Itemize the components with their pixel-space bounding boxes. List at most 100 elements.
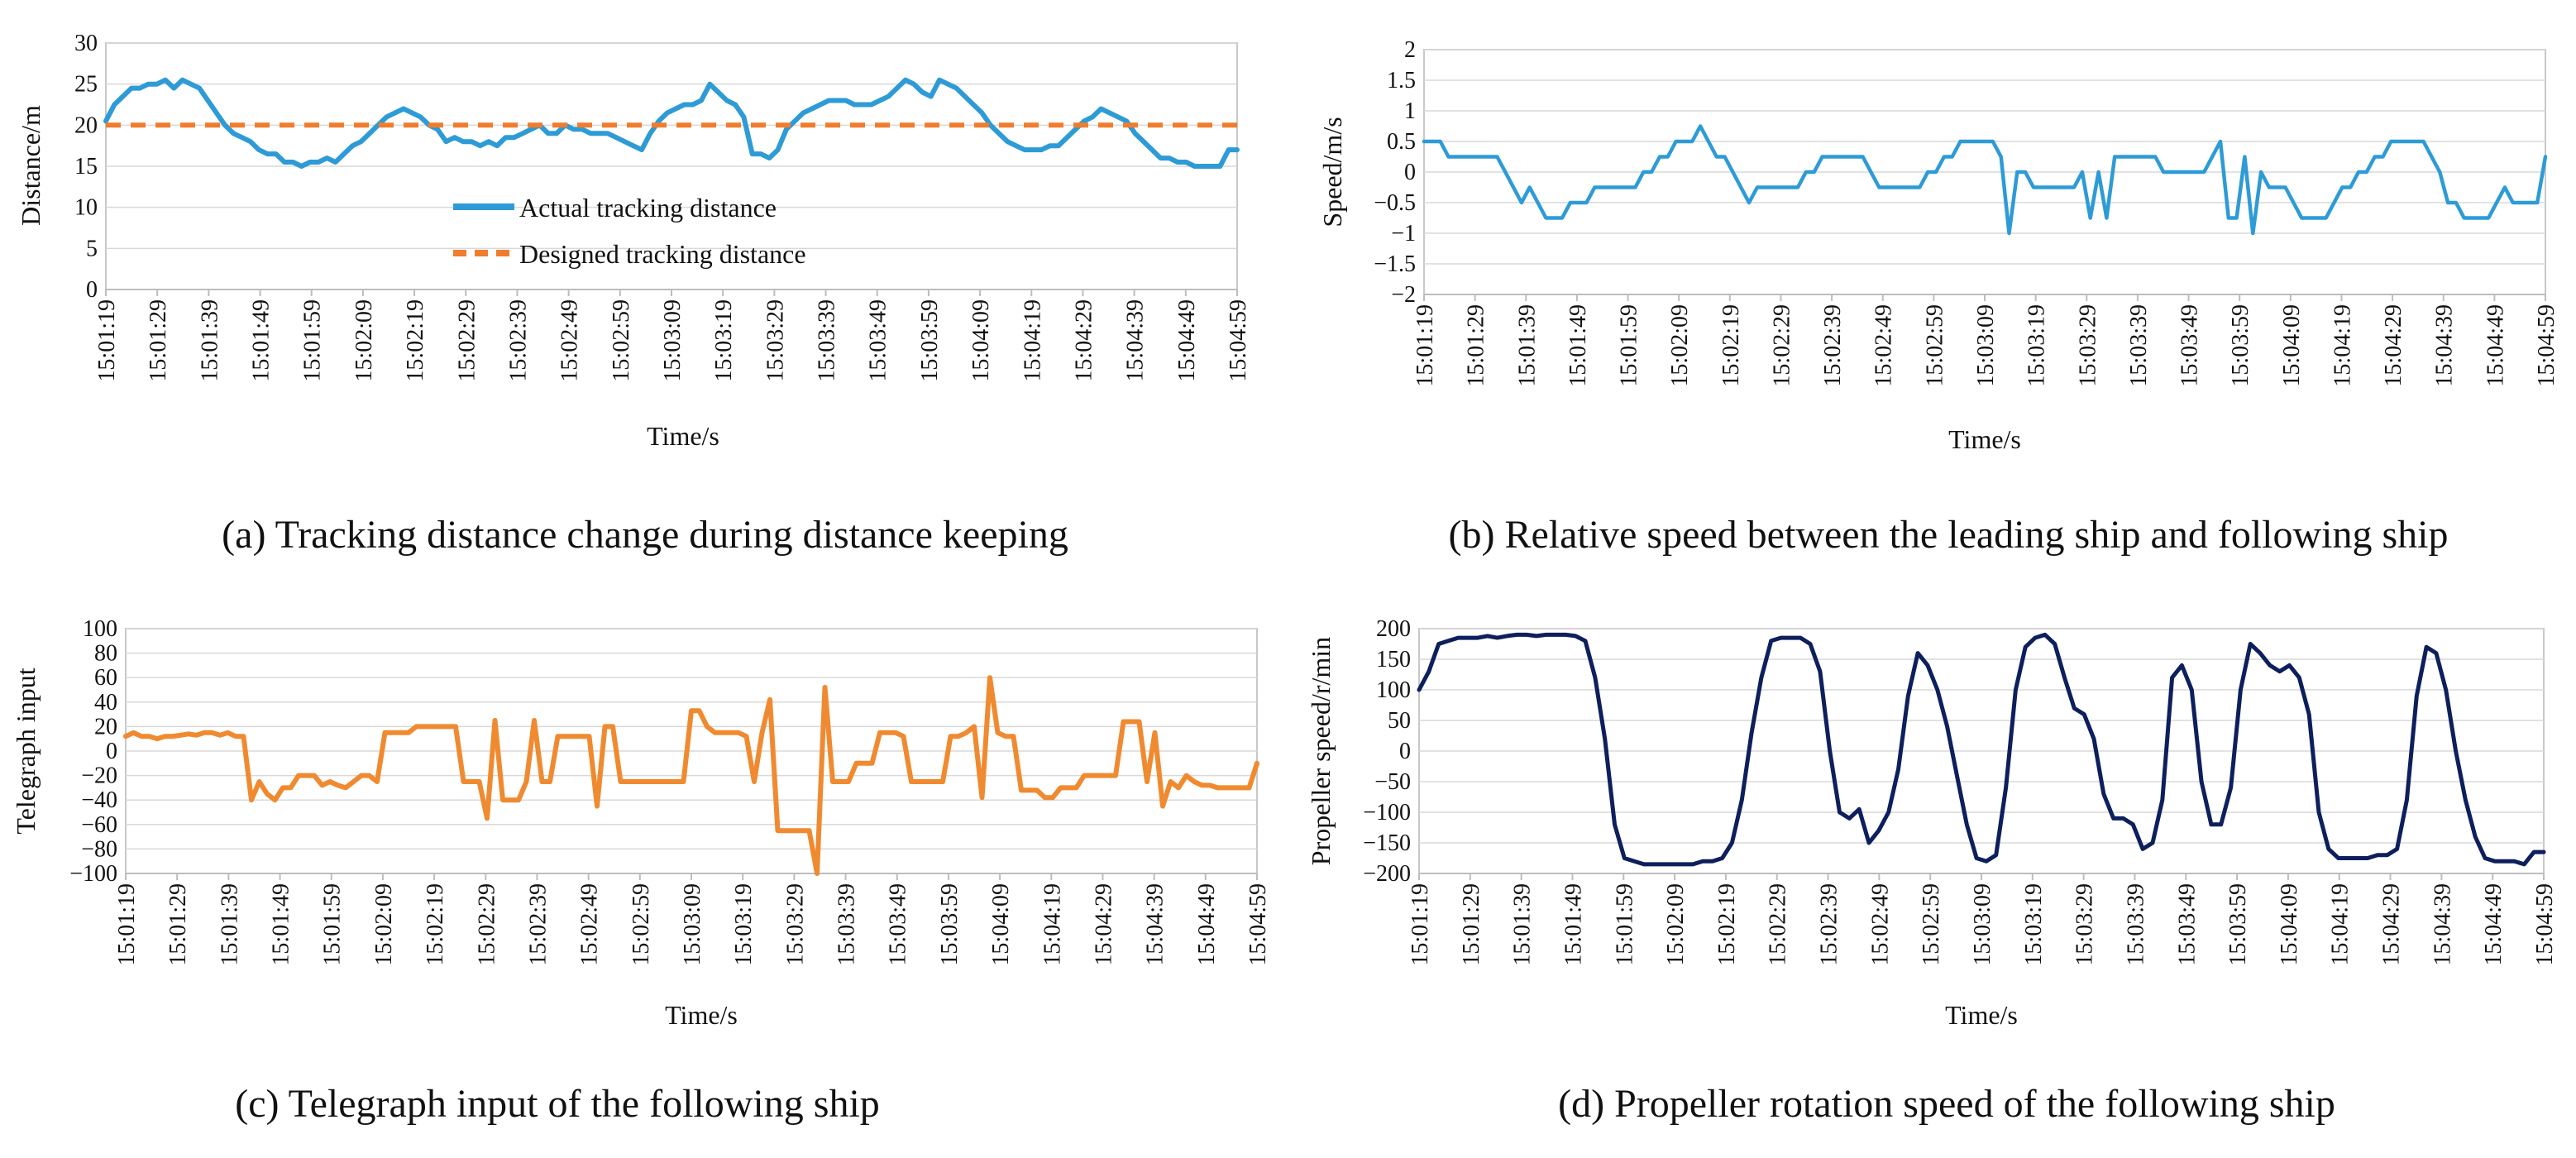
- x-tick-label: 15:01:29: [1464, 304, 1489, 387]
- series-line-relative-speed: [1422, 124, 2548, 236]
- x-tick-label: 15:02:19: [423, 883, 448, 966]
- x-tick-label: 15:01:49: [1560, 883, 1586, 966]
- x-tick-label: 15:03:29: [2075, 304, 2100, 387]
- x-tick-label: 15:03:09: [660, 299, 686, 382]
- y-tick-label: 20: [94, 714, 117, 739]
- panel-b-caption: (b) Relative speed between the leading s…: [1448, 513, 2448, 557]
- x-tick-label: 15:04:39: [2430, 883, 2455, 966]
- y-tick-label: −60: [81, 812, 117, 838]
- x-tick-label: 15:02:59: [1922, 304, 1948, 387]
- x-tick-label: 15:03:19: [2024, 304, 2050, 387]
- x-tick-label: 15:04:59: [2534, 304, 2559, 387]
- panel-a-yticks: 0 5 10 15 20 25 30: [74, 31, 98, 303]
- x-tick-label: 15:01:59: [1612, 883, 1637, 966]
- panel-a-xlabel: Time/s: [647, 421, 719, 451]
- panel-d-caption: (d) Propeller rotation speed of the foll…: [1558, 1082, 2335, 1126]
- panel-b-xlabel: Time/s: [1948, 424, 2021, 454]
- x-tick-label: 15:02:49: [1867, 883, 1893, 966]
- y-tick-label: −80: [81, 836, 117, 862]
- x-tick-label: 15:03:09: [1970, 883, 1995, 966]
- panel-b-xticks: 15:01:19 15:01:29 15:01:39 15:01:49 15:01:59…: [1412, 294, 2559, 387]
- x-tick-label: 15:02:39: [505, 299, 531, 382]
- x-tick-label: 15:03:29: [2072, 883, 2098, 966]
- panel-d-ylabel: Propeller speed/r/min: [1306, 637, 1336, 865]
- x-tick-label: 15:03:59: [2228, 304, 2253, 387]
- x-tick-label: 15:03:49: [2177, 304, 2203, 387]
- x-tick-label: 15:04:29: [2381, 304, 2406, 387]
- x-tick-label: 15:03:29: [762, 299, 788, 382]
- x-tick-label: 15:01:19: [1407, 883, 1433, 966]
- x-tick-label: 15:02:59: [628, 883, 654, 966]
- x-tick-label: 15:04:39: [2432, 304, 2458, 387]
- x-tick-label: 15:04:39: [1123, 299, 1149, 382]
- x-tick-label: 15:01:49: [269, 883, 294, 966]
- panel-d-grid: [1419, 628, 2544, 874]
- x-tick-label: 15:02:39: [1817, 883, 1842, 966]
- panel-c-xticks: 15:01:19 15:01:29 15:01:39 15:01:49 15:01:59…: [114, 873, 1271, 966]
- x-tick-label: 15:04:19: [1020, 299, 1045, 382]
- x-tick-label: 15:04:09: [2277, 883, 2302, 966]
- x-tick-label: 15:04:29: [2379, 883, 2405, 966]
- x-tick-label: 15:02:49: [1871, 304, 1897, 387]
- x-tick-label: 15:04:49: [2483, 304, 2508, 387]
- x-tick-label: 15:01:59: [320, 883, 346, 966]
- x-tick-label: 15:01:49: [1565, 304, 1591, 387]
- x-tick-label: 15:04:09: [2279, 304, 2305, 387]
- panel-c-ylabel: Telegraph input: [11, 668, 41, 834]
- x-tick-label: 15:02:29: [454, 299, 480, 382]
- x-tick-label: 15:03:09: [680, 883, 705, 966]
- y-tick-label: 80: [94, 641, 117, 667]
- panel-d-xlabel: Time/s: [1945, 1000, 2018, 1030]
- x-tick-label: 15:03:09: [1973, 304, 1999, 387]
- panel-a-ylabel: Distance/m: [16, 105, 45, 226]
- y-tick-label: −100: [69, 861, 117, 887]
- x-tick-label: 15:03:19: [2021, 883, 2047, 966]
- x-tick-label: 15:01:59: [1617, 304, 1642, 387]
- series-line-actual-tracking-distance: [103, 77, 1240, 169]
- x-tick-label: 15:02:49: [557, 299, 583, 382]
- x-tick-label: 15:02:19: [1714, 883, 1740, 966]
- y-tick-label: 60: [94, 665, 117, 691]
- y-tick-label: 15: [74, 154, 98, 179]
- x-tick-label: 15:01:29: [146, 299, 171, 382]
- y-tick-label: 0: [1399, 739, 1411, 764]
- x-tick-label: 15:01:19: [1412, 304, 1438, 387]
- panel-d-xticks: 15:01:19 15:01:29 15:01:39 15:01:49 15:01:59…: [1407, 873, 2558, 966]
- x-tick-label: 15:02:59: [609, 299, 634, 382]
- legend-label-actual: Actual tracking distance: [519, 193, 777, 223]
- y-tick-label: −40: [81, 787, 117, 813]
- y-tick-label: 0: [106, 739, 117, 764]
- x-tick-label: 15:03:59: [917, 299, 943, 382]
- x-tick-label: 15:01:59: [300, 299, 326, 382]
- x-tick-label: 15:01:29: [165, 883, 191, 966]
- x-tick-label: 15:04:59: [1226, 299, 1251, 382]
- x-tick-label: 15:01:49: [249, 299, 275, 382]
- panel-d-series: [1417, 632, 2546, 867]
- x-tick-label: 15:03:59: [2225, 883, 2251, 966]
- panel-c-caption: (c) Telegraph input of the following shi…: [235, 1082, 880, 1126]
- y-tick-label: 20: [74, 112, 98, 138]
- x-tick-label: 15:01:19: [94, 299, 120, 382]
- panel-b-series: [1422, 124, 2548, 236]
- panel-b-ylabel: Speed/m/s: [1317, 117, 1347, 227]
- x-tick-label: 15:03:49: [2174, 883, 2200, 966]
- x-tick-label: 15:02:39: [525, 883, 551, 966]
- y-tick-label: 25: [74, 72, 98, 98]
- x-tick-label: 15:01:39: [1514, 304, 1540, 387]
- x-tick-label: 15:04:59: [2532, 883, 2558, 966]
- y-tick-label: 50: [1388, 708, 1411, 734]
- x-tick-label: 15:02:29: [1766, 883, 1791, 966]
- series-line-telegraph-input: [123, 675, 1259, 876]
- x-tick-label: 15:02:09: [351, 299, 377, 382]
- x-tick-label: 15:03:49: [866, 299, 891, 382]
- panel-c-xlabel: Time/s: [665, 1000, 738, 1030]
- x-tick-label: 15:03:19: [731, 883, 757, 966]
- y-tick-label: 2: [1404, 37, 1416, 63]
- x-tick-label: 15:02:49: [577, 883, 603, 966]
- x-tick-label: 15:03:39: [2123, 883, 2148, 966]
- x-tick-label: 15:04:59: [1245, 883, 1271, 966]
